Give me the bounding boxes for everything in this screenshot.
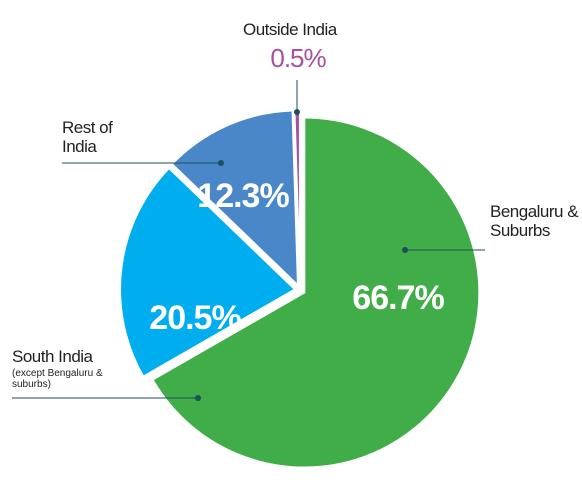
value-label: 12.3% [197, 177, 289, 215]
value-label: 0.5% [270, 43, 326, 73]
value-label: 20.5% [149, 299, 241, 337]
annotation: (except Bengaluru & suburbs) [12, 368, 103, 390]
category-label: Rest of India [62, 118, 113, 156]
leader-dot [402, 247, 408, 253]
pie-slice [119, 166, 297, 378]
pie-slice [170, 109, 300, 288]
category-label: South India [12, 347, 93, 366]
pie-slice [151, 116, 481, 469]
category-label: Bengaluru & Suburbs [490, 202, 579, 240]
leader-dot [195, 395, 201, 401]
category-label: Outside India [243, 20, 337, 39]
value-label: 66.7% [352, 279, 444, 317]
leader-dot [218, 160, 224, 166]
leader-dot [294, 109, 300, 115]
